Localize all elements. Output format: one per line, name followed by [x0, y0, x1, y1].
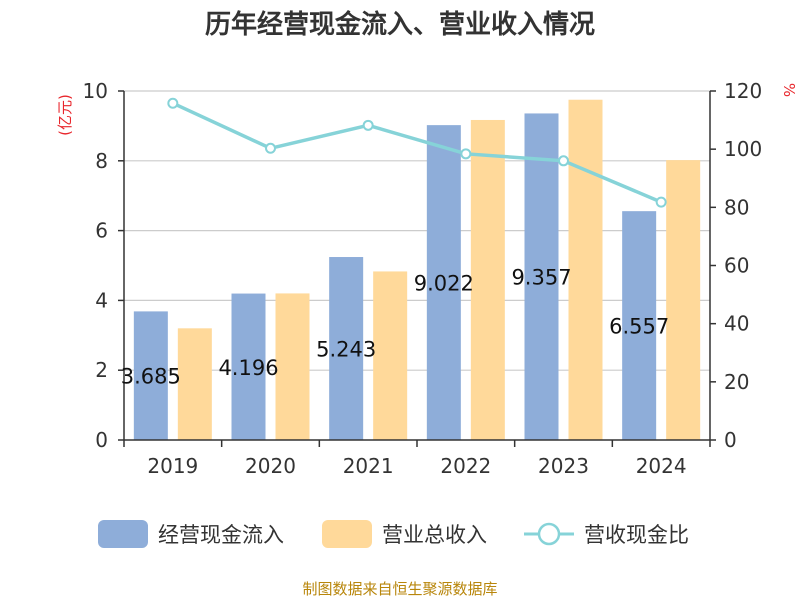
right-tick-label: 100	[724, 137, 762, 161]
x-tick-label: 2023	[538, 454, 589, 478]
left-tick-label: 2	[95, 358, 108, 382]
cash-inflow-data-label: 5.243	[316, 338, 376, 362]
revenue-bar	[666, 160, 701, 441]
left-tick-label: 8	[95, 149, 108, 173]
x-tick-label: 2021	[343, 454, 394, 478]
right-tick-label: 60	[724, 254, 749, 278]
legend-label: 营业总收入	[382, 523, 487, 547]
right-tick-label: 80	[724, 195, 749, 219]
x-tick-label: 2022	[440, 454, 491, 478]
right-tick-label: 0	[724, 428, 737, 452]
ratio-point	[265, 142, 276, 154]
legend-marker	[537, 522, 561, 546]
left-tick-label: 0	[95, 428, 108, 452]
source-note: 制图数据来自恒生聚源数据库	[302, 580, 497, 598]
ratio-point	[655, 196, 667, 208]
ratio-point	[362, 119, 374, 131]
bars-layer	[133, 99, 701, 441]
x-tick-label: 2020	[245, 454, 296, 478]
right-tick-label: 20	[724, 370, 749, 394]
legend-swatch	[98, 520, 148, 548]
revenue-bar	[470, 119, 505, 440]
chart-title: 历年经营现金流入、营业收入情况	[205, 9, 595, 40]
x-tick-label: 2024	[636, 454, 687, 478]
legend-label: 营收现金比	[584, 523, 689, 547]
right-axis-unit: %	[780, 83, 798, 97]
grid-lines	[124, 90, 710, 371]
revenue-bar	[275, 293, 310, 440]
left-axis-unit: (亿元)	[56, 94, 74, 136]
cash-inflow-bar	[329, 257, 364, 440]
revenue-bar	[373, 271, 408, 440]
right-tick-label: 40	[724, 312, 749, 336]
cash-inflow-bar	[231, 293, 266, 440]
cash-inflow-data-label: 9.357	[511, 266, 571, 290]
ratio-point	[460, 148, 472, 160]
ratio-line-layer	[167, 97, 667, 208]
cash-inflow-bar	[426, 125, 461, 440]
cash-inflow-bar	[133, 311, 168, 440]
cash-inflow-bar	[622, 211, 657, 440]
cash-inflow-data-label: 3.685	[121, 365, 181, 389]
legend-swatch	[322, 520, 372, 548]
legend-label: 经营现金流入	[158, 523, 284, 547]
revenue-bar	[177, 328, 212, 440]
data-labels-layer: 3.685 4.196 5.243 9.022 9.357 6.557	[121, 266, 669, 389]
left-tick-label: 10	[83, 79, 108, 103]
left-tick-label: 4	[95, 288, 108, 312]
left-tick-label: 6	[95, 219, 108, 243]
cash-inflow-data-label: 9.022	[414, 272, 474, 296]
legend: 经营现金流入 营业总收入 营收现金比	[98, 520, 689, 548]
axes-layer	[118, 90, 716, 447]
cash-inflow-data-label: 4.196	[218, 356, 278, 380]
x-tick-label: 2019	[147, 454, 198, 478]
ratio-line	[172, 101, 662, 204]
ratio-point	[167, 97, 179, 109]
ratio-point	[558, 155, 569, 167]
revenue-bar	[568, 99, 603, 440]
right-tick-label: 120	[724, 79, 762, 103]
cash-inflow-data-label: 6.557	[609, 315, 669, 339]
cash-inflow-bar	[524, 113, 559, 440]
